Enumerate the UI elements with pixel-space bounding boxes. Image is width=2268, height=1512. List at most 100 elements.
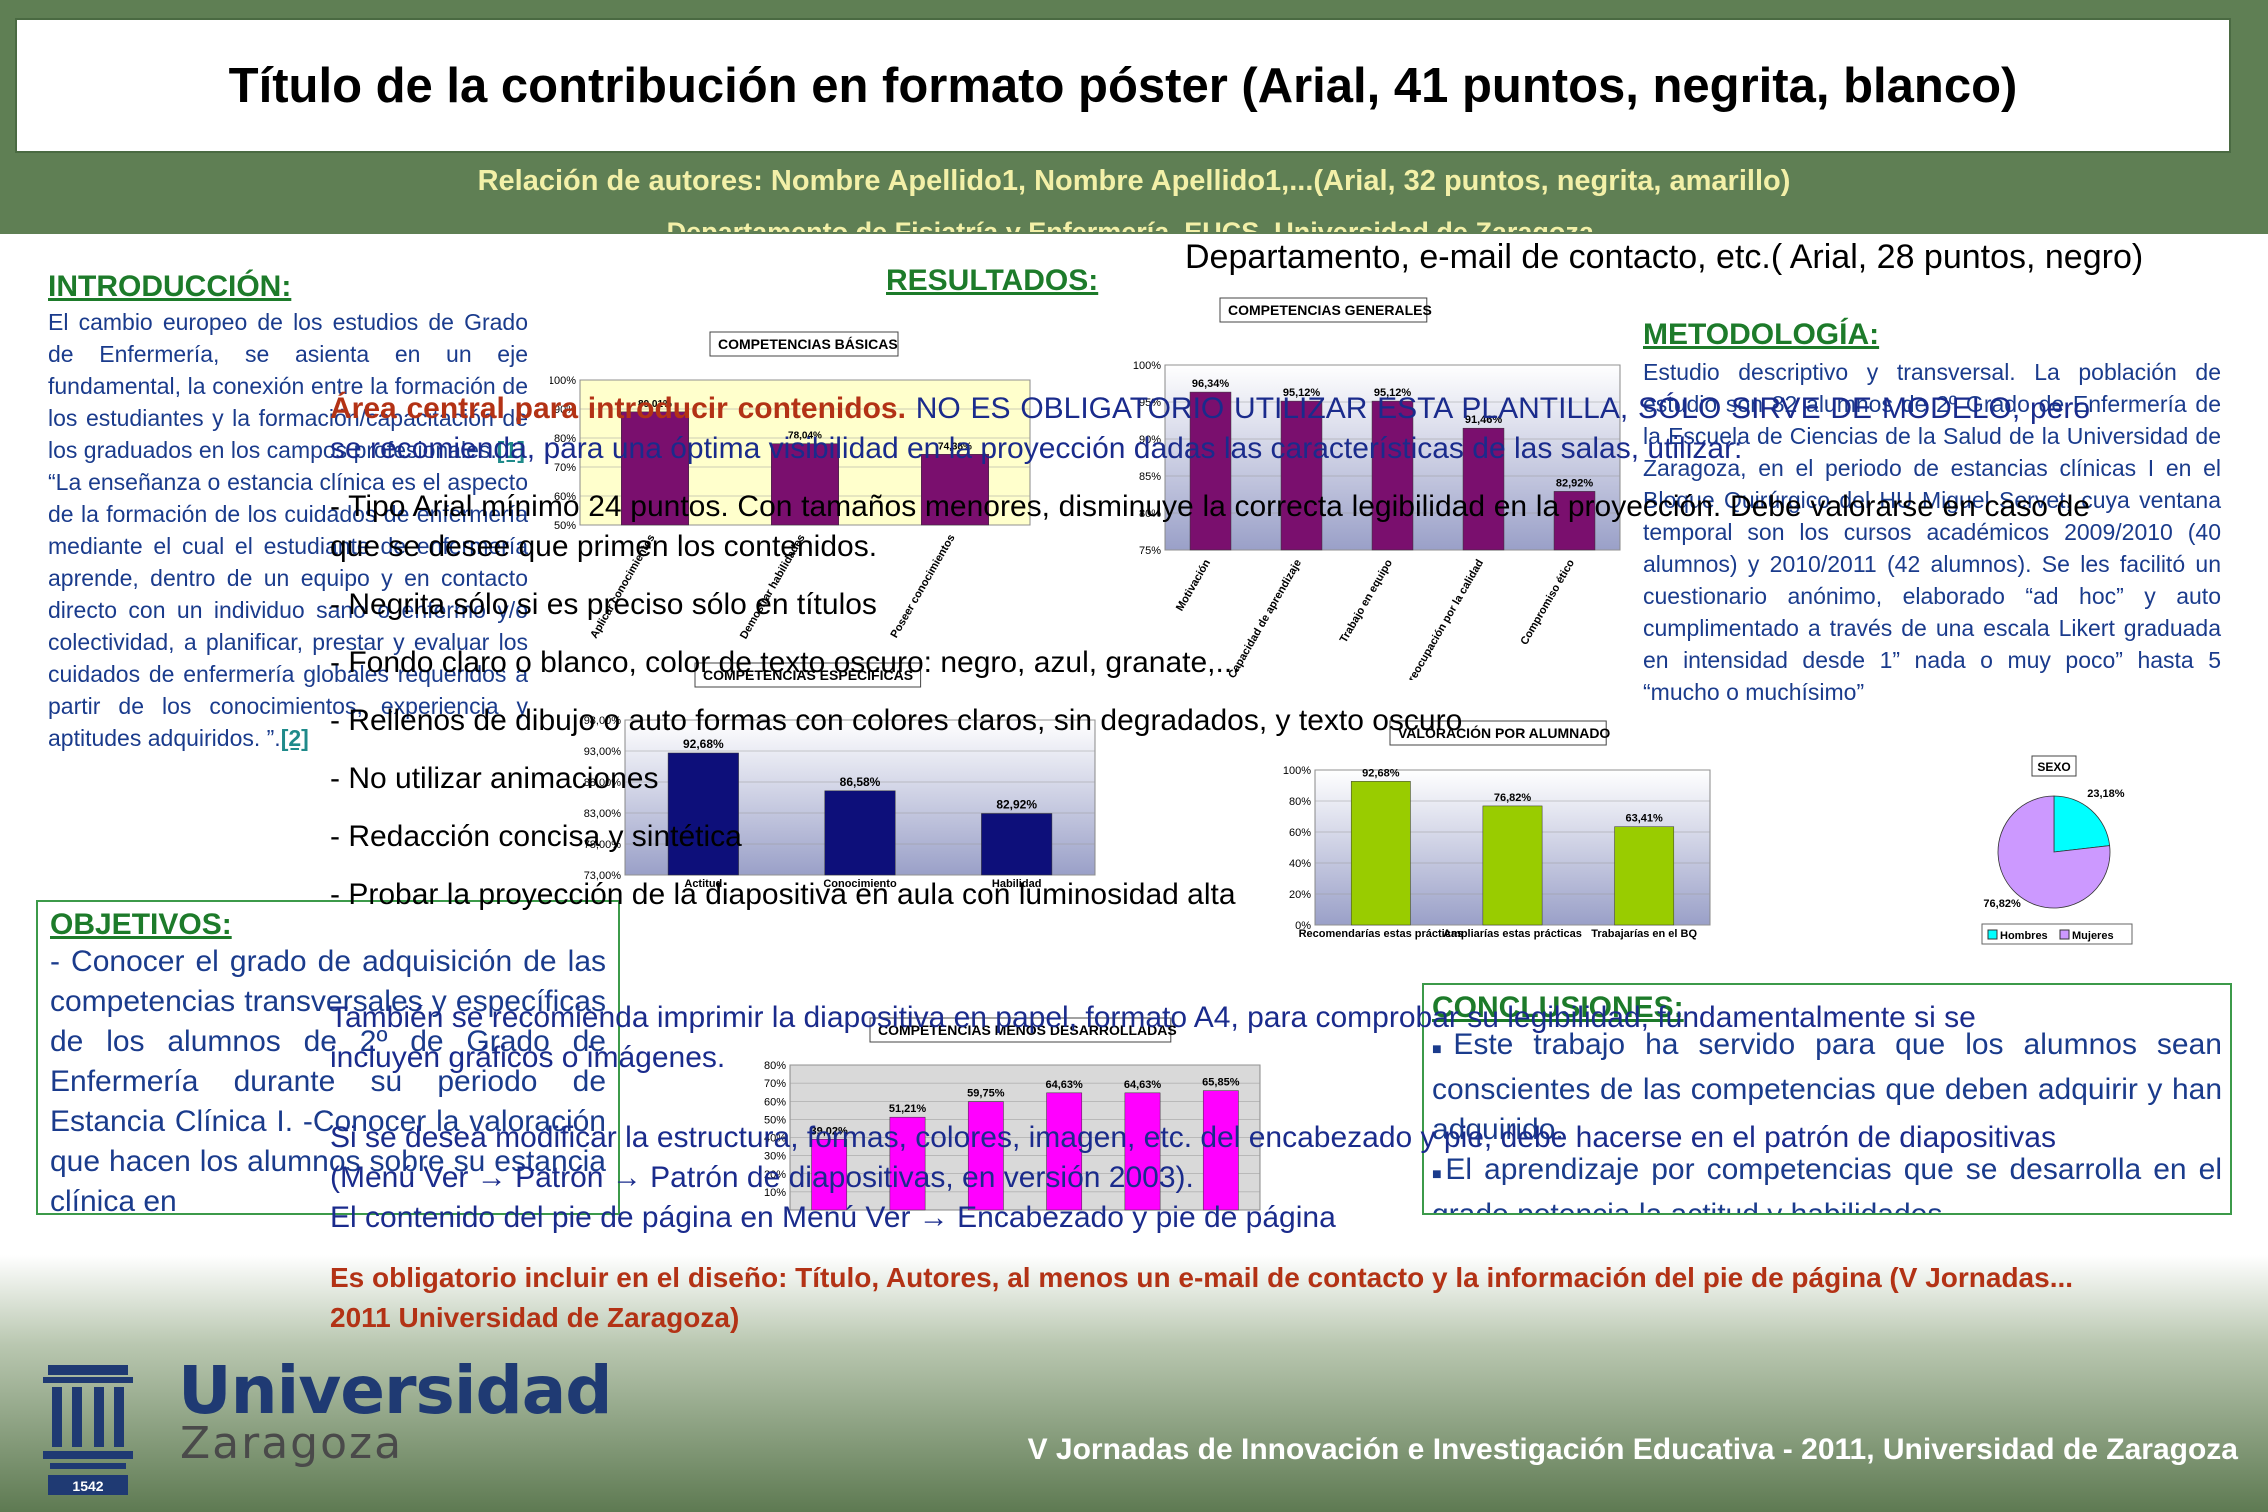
y-tick-label: 50% <box>764 1114 786 1126</box>
bar <box>967 1101 1004 1211</box>
instruction-line-7: - Probar la proyección de la diapositiva… <box>330 878 1236 911</box>
chart-competencias-especificas: COMPETENCIAS ESPECIFICAS 73,00% 78,00% 83,0… <box>584 662 1096 890</box>
bar <box>1462 427 1505 551</box>
bar <box>981 813 1053 876</box>
footer-note-line: El contenido del pie de página en Menú V… <box>330 1201 1336 1234</box>
chart-competencias-menos-desarrolladas: COMPETENCIAS MENOS DESARROLLADAS 10% 20% 30… <box>764 1017 1261 1211</box>
bar <box>771 443 839 526</box>
bullet-icon: ■ <box>1432 1166 1446 1183</box>
category-label: Recomendarías estas prácticas <box>1299 928 1463 940</box>
bar <box>921 454 989 526</box>
chart-title: COMPETENCIAS BÁSICAS <box>718 336 898 352</box>
category-label: Habilidad <box>992 878 1042 890</box>
poster-title-box: Título de la contribución en formato pós… <box>15 18 2231 153</box>
logo-zaragoza: Zaragoza <box>180 1418 404 1469</box>
data-label: 86,58% <box>840 775 881 789</box>
y-tick-label: 85% <box>1139 471 1161 483</box>
modify-note-line: Si se desea modificar la estructura, for… <box>330 1121 2056 1194</box>
department-contact: Departamento, e-mail de contacto, etc.( … <box>1185 238 2144 276</box>
y-tick-label: 60% <box>764 1096 786 1108</box>
metodologia-section: METODOLOGÍA: Estudio descriptivo y trans… <box>1643 318 2221 708</box>
reference-link-1[interactable]: [1] <box>496 437 525 463</box>
objetivos-heading: OBJETIVOS: <box>50 908 232 941</box>
data-label: 82,92% <box>996 797 1037 811</box>
y-tick-label: 80% <box>1289 796 1311 808</box>
y-tick-label: 95% <box>1139 397 1161 409</box>
bar <box>824 790 896 876</box>
resultados-heading: RESULTADOS: <box>886 264 1099 297</box>
y-tick-label: 40% <box>1289 858 1311 870</box>
introduccion-text-1: El cambio europeo de los estudios de Gra… <box>48 309 528 463</box>
data-label: 65,85% <box>1202 1077 1240 1089</box>
mandatory-note: Es obligatorio incluir en el diseño: Tít… <box>330 1262 2074 1333</box>
y-tick-label: 60% <box>1289 827 1311 839</box>
y-tick-label: 75% <box>1139 545 1161 557</box>
y-tick-label: 50% <box>554 520 576 532</box>
data-label: 76,82% <box>1494 792 1532 804</box>
bar <box>1482 805 1543 926</box>
chart-title-box <box>1219 297 1428 323</box>
conclusion-item-1: ■Este trabajo ha servido para que los al… <box>1432 1028 2222 1146</box>
y-tick-label: 60% <box>554 491 576 503</box>
print-note-text: También se recomienda imprimir la diapos… <box>330 1001 1976 1074</box>
chart-title-box <box>694 662 922 688</box>
data-label: 92,68% <box>1362 767 1400 779</box>
bar <box>621 411 689 526</box>
y-tick-label: 98,00% <box>584 715 622 727</box>
legend-label: Hombres <box>2000 930 2048 942</box>
reference-link-2[interactable]: [2] <box>280 725 309 751</box>
y-tick-label: 20% <box>764 1169 786 1181</box>
arrow-right-icon: → <box>476 1161 507 1194</box>
category-label: Trabajarías en el BQ <box>1591 928 1697 940</box>
print-note: También se recomienda imprimir la diapos… <box>330 998 2090 1078</box>
introduccion-heading: INTRODUCCIÓN: <box>48 270 292 303</box>
bar <box>1614 826 1675 926</box>
data-label: 89,01% <box>638 399 672 410</box>
data-label: 63,41% <box>1626 813 1664 825</box>
footer-text: V Jornadas de Innovación e Investigación… <box>1027 1433 2238 1466</box>
category-label: Actitud <box>684 878 722 890</box>
y-tick-label: 30% <box>764 1151 786 1163</box>
legend-label: Mujeres <box>2072 930 2114 942</box>
objetivos-section: OBJETIVOS: - Conocer el grado de adquisi… <box>36 900 620 1215</box>
chart-title: COMPETENCIAS MENOS DESARROLLADAS <box>878 1022 1177 1038</box>
data-label: 39,02% <box>811 1125 849 1137</box>
y-tick-label: 73,00% <box>584 870 622 882</box>
conclusion-item-2: ■El aprendizaje por competencias que se … <box>1432 1153 2222 1215</box>
chart-title: VALORACIÓN POR ALUMNADO <box>1398 724 1610 741</box>
bar <box>667 752 739 876</box>
data-label: 59,75% <box>967 1088 1005 1100</box>
instruction-line-6: - Redacción concisa y sintética <box>330 820 742 853</box>
bar <box>1189 391 1232 551</box>
department-line: Departamento de Fisiatría y Enfermería. … <box>666 217 1602 232</box>
y-tick-label: 100% <box>1283 765 1311 777</box>
data-label: 92,68% <box>683 737 724 751</box>
y-tick-label: 80% <box>764 1060 786 1072</box>
y-tick-label: 88,00% <box>584 777 622 789</box>
conclusiones-heading: CONCLUSIONES: <box>1432 991 1684 1024</box>
bullet-icon: ■ <box>1432 1041 1454 1058</box>
pie-slice <box>1997 795 2111 909</box>
data-label: 95,12% <box>1283 387 1321 399</box>
y-tick-label: 93,00% <box>584 746 622 758</box>
data-label: 82,92% <box>1556 477 1594 489</box>
y-tick-label: 70% <box>554 462 576 474</box>
y-tick-label: 90% <box>554 404 576 416</box>
y-tick-label: 0% <box>1295 920 1311 932</box>
y-tick-label: 83,00% <box>584 808 622 820</box>
instruction-line-3: - Fondo claro o blanco, color de texto o… <box>330 646 1241 679</box>
data-label: 78,04% <box>788 431 822 442</box>
bar <box>1046 1092 1083 1211</box>
bar <box>811 1139 848 1211</box>
y-tick-label: 80% <box>1139 508 1161 520</box>
instructions-lead: Área central para introducir contenidos.… <box>330 389 2090 469</box>
category-label: Ampliarías estas prácticas <box>1443 928 1582 940</box>
category-label: Conocimiento <box>823 878 897 890</box>
introduccion-body: El cambio europeo de los estudios de Gra… <box>48 306 528 754</box>
chart-title: COMPETENCIAS ESPECIFICAS <box>703 667 913 683</box>
chart-sexo: SEXO 23,18% 76,82% Hombres Mujeres <box>1981 755 2133 945</box>
logo-universidad: Universidad <box>178 1352 612 1429</box>
data-label: 91,46% <box>1465 414 1503 426</box>
chart-title-box <box>869 1017 1172 1043</box>
metodologia-heading: METODOLOGÍA: <box>1643 318 1880 351</box>
